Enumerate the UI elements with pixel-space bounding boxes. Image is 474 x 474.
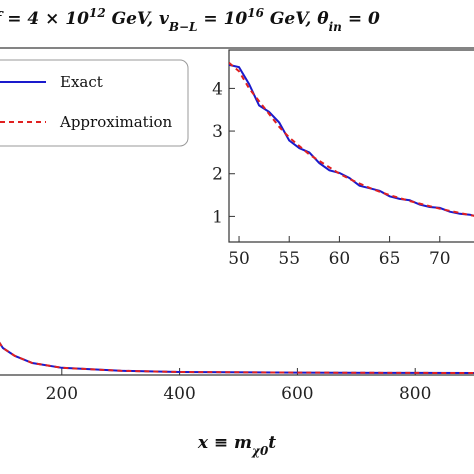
- inset-x-tick-label: 65: [379, 249, 401, 269]
- text-part: x ≡ m: [197, 433, 252, 453]
- text-part: in: [329, 20, 342, 34]
- inset-y-tick-label: 1: [212, 207, 223, 227]
- text-part: GeV, θ: [264, 9, 329, 29]
- x-tick-label: 800: [399, 384, 431, 404]
- text-part: GeV, v: [106, 9, 170, 29]
- text-part: = 0: [342, 9, 380, 29]
- plot-frame: [0, 47, 474, 376]
- inset-x-tick-label: 55: [278, 249, 300, 269]
- inset-x-tick-label: 60: [329, 249, 351, 269]
- text-part: χ0: [251, 444, 269, 458]
- legend-label: Approximation: [59, 113, 173, 131]
- inset-x-tick-label: 50: [228, 249, 250, 269]
- text-part: B−L: [168, 20, 198, 34]
- legend-label: Exact: [60, 73, 103, 91]
- x-tick-label: 200: [46, 384, 78, 404]
- inset-x-tick-label: 70: [429, 249, 451, 269]
- legend-box: [0, 59, 189, 147]
- inset-y-tick-label: 4: [212, 79, 223, 99]
- text-part: 12: [89, 6, 106, 20]
- x-tick-label: 400: [163, 384, 195, 404]
- inset-y-tick-label: 3: [212, 122, 223, 142]
- text-part: f = 4 × 10: [0, 9, 89, 29]
- text-part: t: [268, 433, 276, 453]
- text-part: 16: [247, 6, 264, 20]
- x-axis-label: x ≡ mχ0t: [197, 433, 276, 458]
- data-line: [229, 62, 474, 217]
- inset-y-tick-label: 2: [212, 165, 223, 185]
- data-line: [0, 341, 474, 375]
- x-tick-label: 600: [281, 384, 313, 404]
- chart-title: f = 4 × 1012 GeV, vB−L = 1016 GeV, θin =…: [0, 6, 380, 34]
- inset-frame: [228, 49, 474, 243]
- text-part: = 10: [198, 9, 248, 29]
